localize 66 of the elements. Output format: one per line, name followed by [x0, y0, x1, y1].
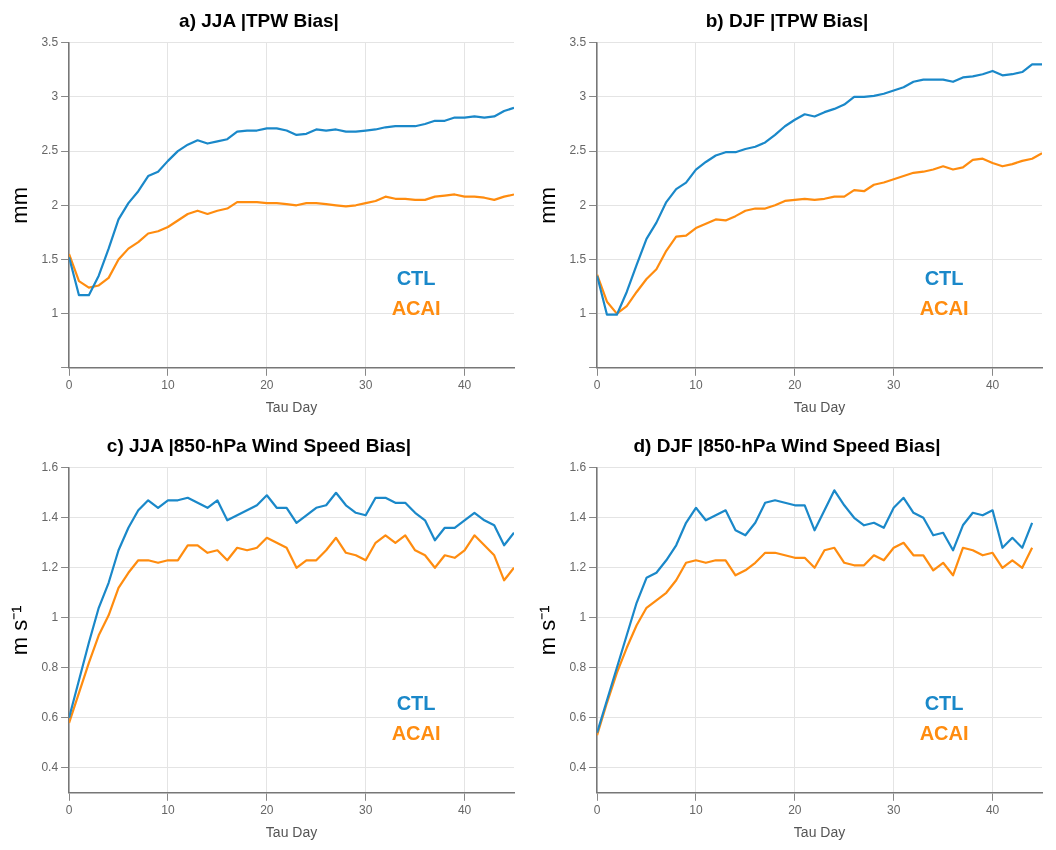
y-tick-label: 2 — [51, 197, 59, 212]
y-tick-label: 1 — [579, 610, 587, 625]
x-tick-label: 20 — [260, 378, 274, 393]
text: ACAI — [391, 721, 441, 744]
x-tick-label: 0 — [65, 378, 73, 393]
x-tick-label: 10 — [689, 803, 703, 818]
x-axis-title: Tau Day — [793, 399, 846, 416]
x-tick-label: 20 — [788, 803, 802, 818]
y-tick-label: 1.4 — [569, 510, 587, 525]
y-tick-label: 1 — [579, 305, 587, 320]
text: ACAI — [919, 296, 969, 319]
x-axis-title: Tau Day — [793, 824, 846, 841]
chart-title: a) JJA |TPW Bias| — [179, 9, 339, 31]
x-tick-label: 40 — [457, 378, 472, 393]
text: ACAI — [919, 721, 969, 744]
x-tick-label: 20 — [788, 378, 802, 393]
y-tick-label: 2 — [579, 197, 587, 212]
y-tick-label: 1.2 — [569, 560, 587, 575]
y-tick-label: 0.8 — [569, 660, 587, 675]
y-axis-title: m s⁻¹ — [7, 605, 33, 656]
chart-title: b) DJF |TPW Bias| — [705, 9, 869, 31]
y-tick-label: 2.5 — [41, 143, 59, 158]
y-axis-title: m s⁻¹ — [535, 605, 561, 656]
x-tick-label: 0 — [593, 378, 601, 393]
x-tick-label: 30 — [359, 378, 373, 393]
y-tick-label: 3.5 — [569, 35, 587, 50]
x-tick-label: 10 — [161, 378, 175, 393]
y-tick-label: 0.6 — [41, 710, 59, 725]
y-tick-label: 1 — [51, 305, 59, 320]
y-tick-label: 1 — [51, 610, 59, 625]
x-tick-label: 30 — [887, 378, 901, 393]
y-tick-label: 1.2 — [41, 560, 59, 575]
x-tick-label: 30 — [359, 803, 373, 818]
y-tick-label: 3 — [579, 89, 587, 104]
chart-title: c) JJA |850-hPa Wind Speed Bias| — [106, 434, 412, 456]
text: CTL — [396, 691, 436, 714]
text: CTL — [396, 266, 436, 289]
text: ACAI — [391, 296, 441, 319]
y-tick-label: 1.5 — [41, 251, 59, 266]
y-tick-label: 1.6 — [41, 460, 59, 475]
x-tick-label: 30 — [887, 803, 901, 818]
x-tick-label: 40 — [985, 803, 1000, 818]
x-axis-title: Tau Day — [265, 399, 318, 416]
y-tick-label: 3.5 — [41, 35, 59, 50]
x-axis-title: Tau Day — [265, 824, 318, 841]
y-tick-label: 1.4 — [41, 510, 59, 525]
y-tick-label: 2.5 — [569, 143, 587, 158]
y-tick-label: 0.6 — [569, 710, 587, 725]
x-tick-label: 10 — [689, 378, 703, 393]
y-tick-label: 1.6 — [569, 460, 587, 475]
x-tick-label: 0 — [593, 803, 601, 818]
y-axis-title: mm — [535, 186, 561, 224]
text: CTL — [924, 691, 964, 714]
y-tick-label: 3 — [51, 89, 59, 104]
y-tick-label: 0.8 — [41, 660, 59, 675]
x-tick-label: 40 — [985, 378, 1000, 393]
x-tick-label: 40 — [457, 803, 472, 818]
chart-title: d) DJF |850-hPa Wind Speed Bias| — [633, 434, 941, 456]
x-tick-label: 0 — [65, 803, 73, 818]
text: CTL — [924, 266, 964, 289]
y-tick-label: 0.4 — [41, 760, 59, 775]
x-tick-label: 10 — [161, 803, 175, 818]
x-tick-label: 20 — [260, 803, 274, 818]
y-axis-title: mm — [7, 186, 33, 224]
y-tick-label: 1.5 — [569, 251, 587, 266]
y-tick-label: 0.4 — [569, 760, 587, 775]
